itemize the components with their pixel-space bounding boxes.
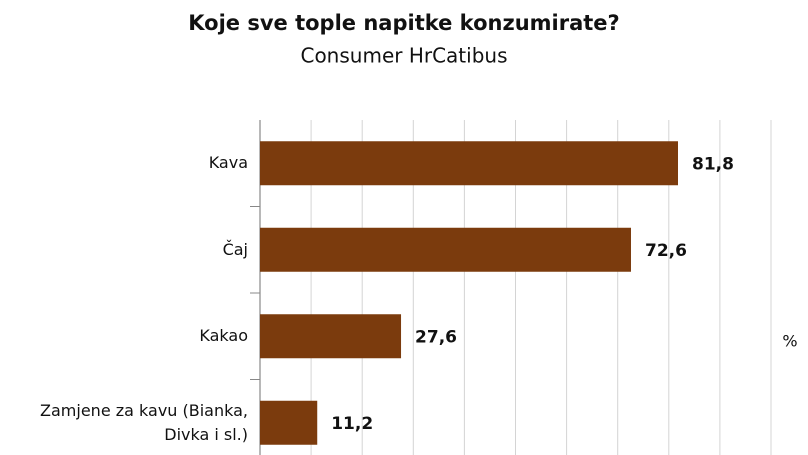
y-tick-label: Zamjene za kavu (Bianka, Divka i sl.) xyxy=(40,400,248,444)
bar xyxy=(260,400,318,445)
y-tick-label: Kakao xyxy=(199,326,248,346)
y-tick-label: Čaj xyxy=(222,239,248,259)
bar xyxy=(260,227,631,272)
y-tick-label: Kava xyxy=(208,153,248,173)
chart-subtitle: Consumer HrCatibus xyxy=(300,44,507,68)
value-label: 72,6 xyxy=(645,241,687,261)
axis-unit: % xyxy=(782,332,797,351)
bar xyxy=(260,314,402,359)
value-label: 27,6 xyxy=(415,327,457,347)
chart-title: Koje sve tople napitke konzumirate? xyxy=(188,11,619,35)
bar xyxy=(260,141,678,186)
value-label: 11,2 xyxy=(331,414,373,434)
value-label: 81,8 xyxy=(692,154,734,174)
